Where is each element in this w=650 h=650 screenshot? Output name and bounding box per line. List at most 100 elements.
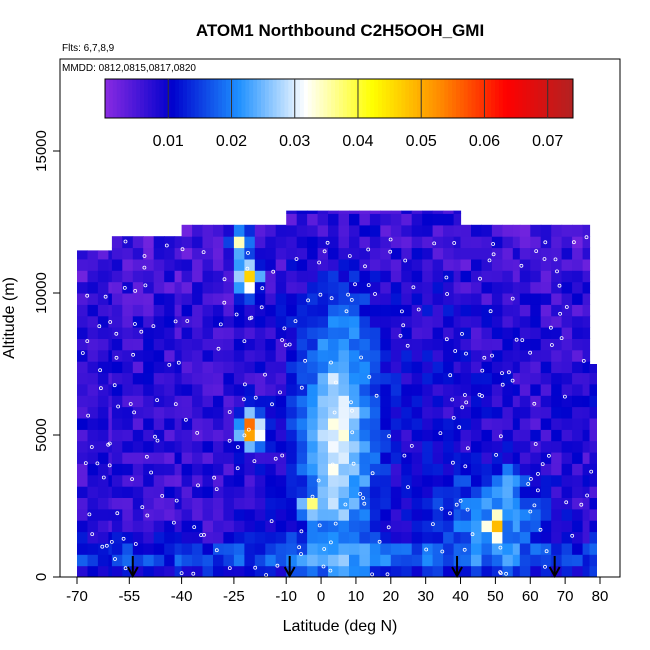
heatmap-cell [77, 418, 88, 430]
colorbar-segment [296, 79, 301, 118]
heatmap-cell [572, 440, 584, 453]
heatmap-cell [223, 497, 235, 510]
heatmap-cell [317, 247, 329, 260]
heatmap-cell [286, 554, 298, 567]
obs-point [388, 249, 393, 254]
heatmap-cell [132, 361, 144, 374]
heatmap-cell [432, 429, 444, 442]
heatmap-cell [254, 258, 266, 271]
heatmap-cell [359, 486, 371, 498]
heatmap-cell [111, 395, 123, 408]
heatmap-cell [422, 210, 434, 214]
heatmap-cell [111, 281, 123, 294]
heatmap-cell [551, 383, 563, 396]
heatmap-cell [192, 508, 204, 521]
heatmap-cell [132, 372, 144, 385]
colorbar-segment [253, 79, 258, 118]
heatmap-cell [390, 349, 402, 362]
heatmap-cell [380, 224, 392, 237]
heatmap-cell [87, 361, 99, 374]
heatmap-cell [286, 327, 298, 339]
colorbar-segment [385, 79, 391, 118]
heatmap-cell [411, 452, 423, 464]
heatmap-cell [589, 565, 597, 578]
heatmap-cell [164, 247, 176, 260]
colorbar-segment [510, 79, 515, 118]
heatmap-cell [317, 210, 329, 214]
heatmap-cell [551, 315, 563, 328]
obs-point [325, 240, 330, 245]
obs-point [241, 397, 246, 402]
heatmap-cell [572, 361, 584, 374]
heatmap-cell [192, 293, 204, 305]
heatmap-cell [108, 463, 113, 476]
heatmap-cell [181, 418, 193, 430]
heatmap-cell [307, 281, 319, 294]
heatmap-cell [390, 270, 402, 283]
obs-point [283, 343, 288, 348]
heatmap-cell [164, 349, 176, 362]
heatmap-cell [551, 361, 563, 374]
heatmap-cell [582, 361, 591, 374]
colorbar-segment [456, 79, 461, 118]
heatmap-cell [519, 247, 531, 260]
heatmap-cell [471, 440, 482, 453]
heatmap-cell [453, 520, 462, 533]
heatmap-cell [338, 520, 350, 533]
heatmap-cell [422, 554, 434, 567]
heatmap-cell [122, 281, 134, 294]
heatmap-cell [164, 315, 176, 328]
heatmap-cell [390, 327, 402, 339]
colorbar-segment [186, 79, 192, 118]
heatmap-cell [328, 349, 339, 362]
heatmap-cell [286, 338, 298, 351]
heatmap-cell [244, 554, 256, 567]
heatmap-cell [481, 565, 493, 578]
heatmap-cell [317, 474, 329, 487]
heatmap-cell [369, 224, 381, 237]
heatmap-cell [471, 383, 482, 396]
heatmap-cell [143, 486, 155, 498]
heatmap-cell [317, 531, 329, 544]
heatmap-cell [530, 224, 542, 237]
obs-point [80, 351, 85, 355]
obs-point [470, 532, 475, 537]
heatmap-cell [254, 304, 266, 317]
heatmap-cell [77, 327, 88, 339]
heatmap-cell [460, 224, 472, 237]
heatmap-cell [401, 463, 413, 476]
heatmap-cell [530, 440, 542, 453]
heatmap-cell [223, 542, 235, 555]
heatmap-cell [275, 258, 287, 271]
heatmap-cell [519, 406, 531, 419]
heatmap-cell [111, 452, 123, 464]
heatmap-cell [491, 463, 503, 476]
heatmap-cell [432, 304, 444, 317]
obs-point [173, 319, 178, 324]
heatmap-cell [443, 293, 455, 305]
heatmap-cell [432, 474, 444, 487]
heatmap-cell [540, 463, 552, 476]
obs-point [544, 549, 549, 554]
colorbar-segment [303, 79, 309, 118]
heatmap-cell [223, 304, 235, 317]
heatmap-cell [87, 349, 99, 362]
heatmap-cell [443, 349, 455, 362]
heatmap-cell [328, 210, 339, 214]
obs-point [557, 283, 562, 288]
heatmap-cell [369, 247, 381, 260]
heatmap-cell [390, 281, 402, 294]
heatmap-cell [380, 406, 392, 419]
heatmap-cell [401, 542, 413, 555]
heatmap-cell [411, 486, 423, 498]
heatmap-cell [254, 338, 266, 351]
heatmap-cell [307, 304, 319, 317]
heatmap-cell [317, 349, 329, 362]
heatmap-cell [572, 236, 584, 249]
colorbar-segment [179, 79, 184, 118]
heatmap-cell [223, 463, 235, 476]
obs-point [242, 382, 247, 387]
heatmap-cell [265, 418, 277, 430]
heatmap-cell [481, 361, 493, 374]
heatmap-cell [432, 361, 444, 374]
